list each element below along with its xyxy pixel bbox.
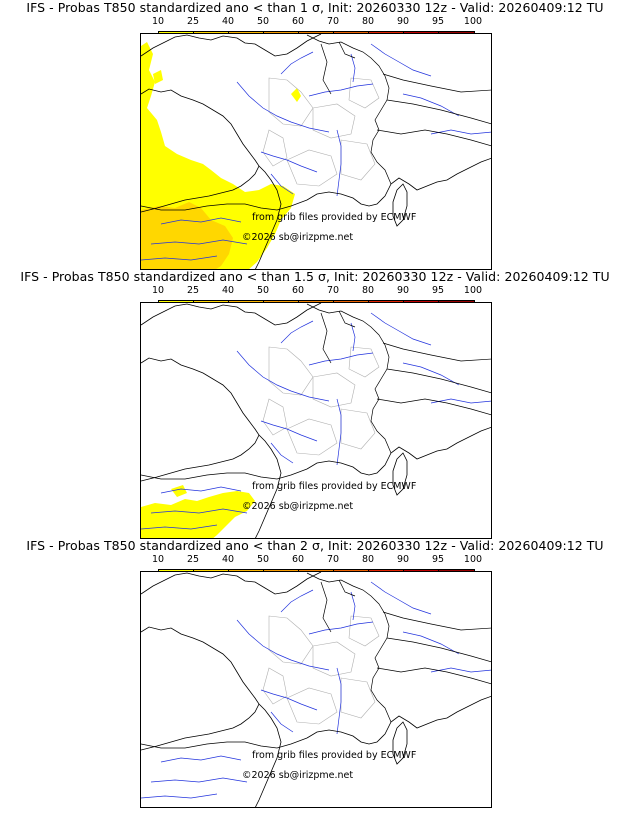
coastline <box>141 34 491 269</box>
legend-label: 60 <box>291 285 305 296</box>
copyright-text: ©2026 sb@irizpme.net <box>242 232 354 243</box>
corsica-outline <box>392 721 408 765</box>
map-panel-1: IFS - Probas T850 standardized ano < tha… <box>0 0 630 270</box>
legend-label: 25 <box>186 285 200 296</box>
map-panel-2: IFS - Probas T850 standardized ano < tha… <box>0 269 630 539</box>
probability-area-10-25 <box>153 70 301 102</box>
legend-label: 10 <box>151 285 165 296</box>
legend-label: 95 <box>431 285 445 296</box>
legend-label: 95 <box>431 554 445 565</box>
legend-label: 100 <box>463 554 483 565</box>
country-borders <box>141 303 491 480</box>
river-lines <box>141 43 491 261</box>
region-borders <box>262 346 380 456</box>
probability-map <box>140 33 492 270</box>
region-borders <box>262 77 380 187</box>
legend-label: 25 <box>186 16 200 27</box>
legend-label: 40 <box>221 16 235 27</box>
legend-label: 60 <box>291 554 305 565</box>
legend-label: 80 <box>361 285 375 296</box>
probability-map <box>140 302 492 539</box>
copyright-text: ©2026 sb@irizpme.net <box>242 770 354 781</box>
legend-label: 70 <box>326 554 340 565</box>
probability-area-10-25 <box>171 485 187 497</box>
data-credit: from grib files provided by ECMWF <box>252 481 417 492</box>
legend-label: 40 <box>221 554 235 565</box>
region-borders <box>262 615 380 725</box>
legend-label: 95 <box>431 16 445 27</box>
river-lines <box>141 312 491 530</box>
legend-label: 90 <box>396 554 410 565</box>
legend-label: 70 <box>326 285 340 296</box>
river-lines <box>141 581 491 799</box>
legend-label: 80 <box>361 16 375 27</box>
probability-area-10-25 <box>141 491 255 538</box>
panel-title: IFS - Probas T850 standardized ano < tha… <box>26 538 604 553</box>
probability-area-25-40 <box>141 202 233 269</box>
legend-label: 40 <box>221 285 235 296</box>
legend-label: 80 <box>361 554 375 565</box>
legend-label: 50 <box>256 16 270 27</box>
legend-label: 70 <box>326 16 340 27</box>
map-canvas <box>141 34 491 269</box>
corsica-outline <box>392 452 408 496</box>
copyright-text: ©2026 sb@irizpme.net <box>242 501 354 512</box>
legend-label: 10 <box>151 554 165 565</box>
data-credit: from grib files provided by ECMWF <box>252 212 417 223</box>
coastline <box>141 303 491 538</box>
legend-label: 90 <box>396 285 410 296</box>
coastline <box>141 572 491 807</box>
legend-label: 25 <box>186 554 200 565</box>
map-canvas <box>141 572 491 807</box>
legend-label: 10 <box>151 16 165 27</box>
legend-label: 50 <box>256 285 270 296</box>
legend-label: 90 <box>396 16 410 27</box>
panel-title: IFS - Probas T850 standardized ano < tha… <box>20 269 610 284</box>
legend-label: 60 <box>291 16 305 27</box>
map-panel-3: IFS - Probas T850 standardized ano < tha… <box>0 538 630 808</box>
country-borders <box>141 572 491 749</box>
panel-title: IFS - Probas T850 standardized ano < tha… <box>26 0 604 15</box>
data-credit: from grib files provided by ECMWF <box>252 750 417 761</box>
legend-label: 50 <box>256 554 270 565</box>
map-canvas <box>141 303 491 538</box>
corsica-outline <box>392 183 408 227</box>
probability-map <box>140 571 492 808</box>
legend-label: 100 <box>463 16 483 27</box>
country-borders <box>141 34 491 211</box>
legend-label: 100 <box>463 285 483 296</box>
